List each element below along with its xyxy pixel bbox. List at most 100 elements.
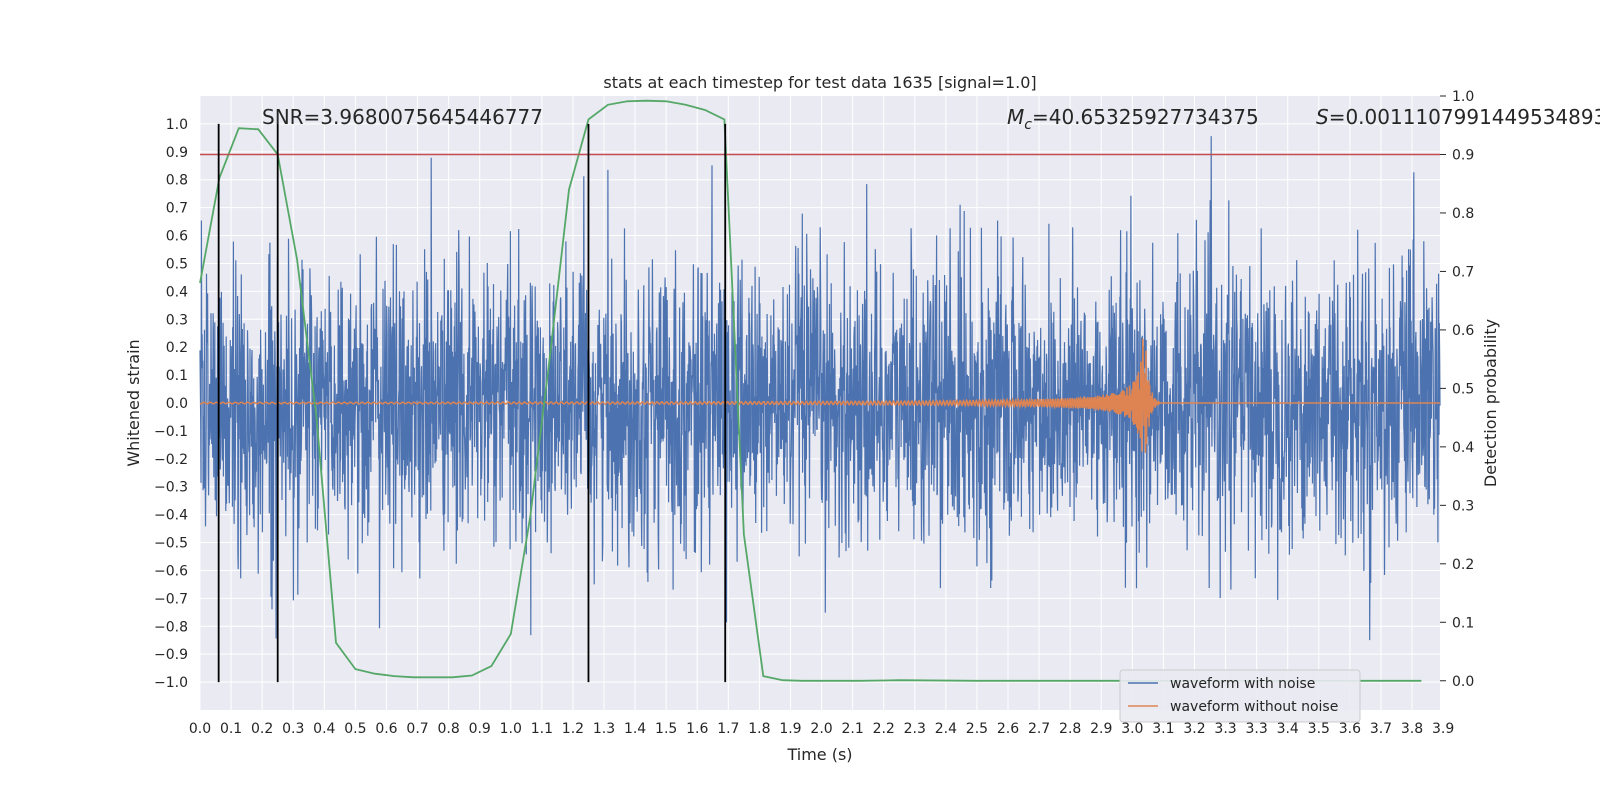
y-tick-label: 0.8 <box>166 173 188 189</box>
y2-tick-label: 0.0 <box>1452 674 1474 690</box>
x-tick-label: 3.6 <box>1339 721 1361 737</box>
y2-axis-label: Detection probability <box>1481 319 1500 487</box>
snr-annotation: SNR=3.9680075645446777 <box>262 105 543 129</box>
x-tick-label: 0.5 <box>344 721 366 737</box>
x-tick-label: 3.1 <box>1152 721 1174 737</box>
chirp-line <box>199 338 1440 453</box>
x-tick-label: 3.5 <box>1308 721 1330 737</box>
y2-tick-label: 0.6 <box>1452 323 1474 339</box>
y-tick-label: −0.7 <box>154 591 188 607</box>
y2-tick-label: 1.0 <box>1452 89 1474 105</box>
y2-tick-labels: 1.0 0.9 0.8 0.7 0.6 0.5 0.4 0.3 0.2 0.1 0.0 <box>1440 89 1474 690</box>
x-tick-label: 3.3 <box>1214 721 1236 737</box>
y-tick-label: −0.5 <box>154 536 188 552</box>
x-tick-label: 2.2 <box>873 721 895 737</box>
x-tick-label: 2.1 <box>841 721 863 737</box>
y-tick-label: 0.6 <box>166 229 188 245</box>
y-tick-label: 0.7 <box>166 201 188 217</box>
x-tick-label: 0.8 <box>437 721 459 737</box>
legend: waveform with noise waveform without noi… <box>1119 669 1361 723</box>
x-tick-label: 1.3 <box>593 721 615 737</box>
chirp-mass-annotation: Mc=40.65325927734375 <box>1007 105 1259 133</box>
chirp-mass-symbol: M <box>1007 105 1024 129</box>
legend-label-noise: waveform with noise <box>1170 676 1315 692</box>
y-tick-label: −1.0 <box>154 675 188 691</box>
x-tick-label: 1.4 <box>624 721 646 737</box>
y2-tick-label: 0.3 <box>1452 498 1474 514</box>
y-tick-label: 0.0 <box>166 396 188 412</box>
y2-tick-label: 0.7 <box>1452 264 1474 280</box>
x-tick-label: 1.1 <box>531 721 553 737</box>
s-annotation: S=0.0011107991449534893 <box>1316 105 1600 129</box>
y-tick-label: 0.9 <box>166 145 188 161</box>
probability-line <box>199 99 1422 682</box>
x-tick-label: 3.8 <box>1401 721 1423 737</box>
x-tick-label: 3.7 <box>1370 721 1392 737</box>
y-tick-label: 0.5 <box>166 256 188 272</box>
x-tick-labels: 0.0 0.1 0.2 0.3 0.4 0.5 0.6 0.7 0.8 0.9 1.0 1.1 1.2 1… <box>189 721 1454 737</box>
y2-tick-label: 0.8 <box>1452 206 1474 222</box>
x-tick-label: 3.2 <box>1183 721 1205 737</box>
series-waveform-with-noise <box>199 136 1441 641</box>
x-tick-label: 0.7 <box>406 721 428 737</box>
y2-tick-label: 0.5 <box>1452 381 1474 397</box>
x-tick-label: 0.4 <box>313 721 335 737</box>
x-tick-label: 2.4 <box>935 721 957 737</box>
noise-line <box>199 136 1441 641</box>
series-detection-probability <box>199 99 1422 682</box>
series-waveform-without-noise <box>199 338 1440 453</box>
x-tick-label: 0.2 <box>251 721 273 737</box>
y-tick-labels: 1.0 0.9 0.8 0.7 0.6 0.5 0.4 0.3 0.2 0.1 0.0 −0.1 −0.… <box>154 117 188 691</box>
x-tick-label: 0.0 <box>189 721 211 737</box>
x-axis-label: Time (s) <box>786 745 852 764</box>
y-axis-label: Whitened strain <box>124 339 143 466</box>
x-tick-label: 1.0 <box>500 721 522 737</box>
x-tick-label: 0.6 <box>375 721 397 737</box>
y-tick-label: 1.0 <box>166 117 188 133</box>
x-tick-label: 3.9 <box>1432 721 1454 737</box>
x-tick-label: 1.9 <box>779 721 801 737</box>
y-tick-label: 0.1 <box>166 368 188 384</box>
x-tick-label: 3.3 <box>1246 721 1268 737</box>
legend-box <box>1119 669 1361 723</box>
y2-tick-label: 0.2 <box>1452 557 1474 573</box>
x-tick-label: 2.7 <box>1028 721 1050 737</box>
y-tick-label: −0.9 <box>154 647 188 663</box>
y2-tick-label: 0.4 <box>1452 440 1474 456</box>
chart-title: stats at each timestep for test data 163… <box>603 73 1036 92</box>
y-tick-label: 0.3 <box>166 312 188 328</box>
x-tick-label: 0.1 <box>220 721 242 737</box>
x-tick-label: 2.3 <box>904 721 926 737</box>
x-tick-label: 2.6 <box>997 721 1019 737</box>
s-value: =0.0011107991449534893 <box>1329 105 1600 129</box>
x-tick-label: 1.2 <box>562 721 584 737</box>
chirp-mass-subscript: c <box>1024 117 1032 133</box>
y-tick-label: −0.3 <box>154 480 188 496</box>
x-tick-label: 3.0 <box>1121 721 1143 737</box>
y2-tick-label: 0.1 <box>1452 615 1474 631</box>
x-tick-label: 1.5 <box>655 721 677 737</box>
x-tick-label: 2.0 <box>810 721 832 737</box>
y-tick-label: −0.6 <box>154 563 188 579</box>
x-tick-label: 2.5 <box>966 721 988 737</box>
x-tick-label: 1.6 <box>686 721 708 737</box>
y-tick-label: −0.2 <box>154 452 188 468</box>
x-tick-label: 2.9 <box>1090 721 1112 737</box>
vertical-markers <box>217 123 727 683</box>
y-tick-label: 0.4 <box>166 284 188 300</box>
x-tick-label: 1.8 <box>748 721 770 737</box>
y-tick-label: −0.4 <box>154 508 188 524</box>
x-tick-label: 0.3 <box>282 721 304 737</box>
y-tick-label: −0.8 <box>154 619 188 635</box>
x-tick-label: 1.7 <box>717 721 739 737</box>
s-symbol: S <box>1316 105 1329 129</box>
legend-label-clean: waveform without noise <box>1170 699 1338 715</box>
x-tick-label: 0.9 <box>469 721 491 737</box>
chirp-mass-value: =40.65325927734375 <box>1032 105 1259 129</box>
x-tick-label: 3.4 <box>1277 721 1299 737</box>
y-tick-label: 0.2 <box>166 340 188 356</box>
y2-tick-label: 0.9 <box>1452 147 1474 163</box>
x-tick-label: 2.8 <box>1059 721 1081 737</box>
y-tick-label: −0.1 <box>154 424 188 440</box>
